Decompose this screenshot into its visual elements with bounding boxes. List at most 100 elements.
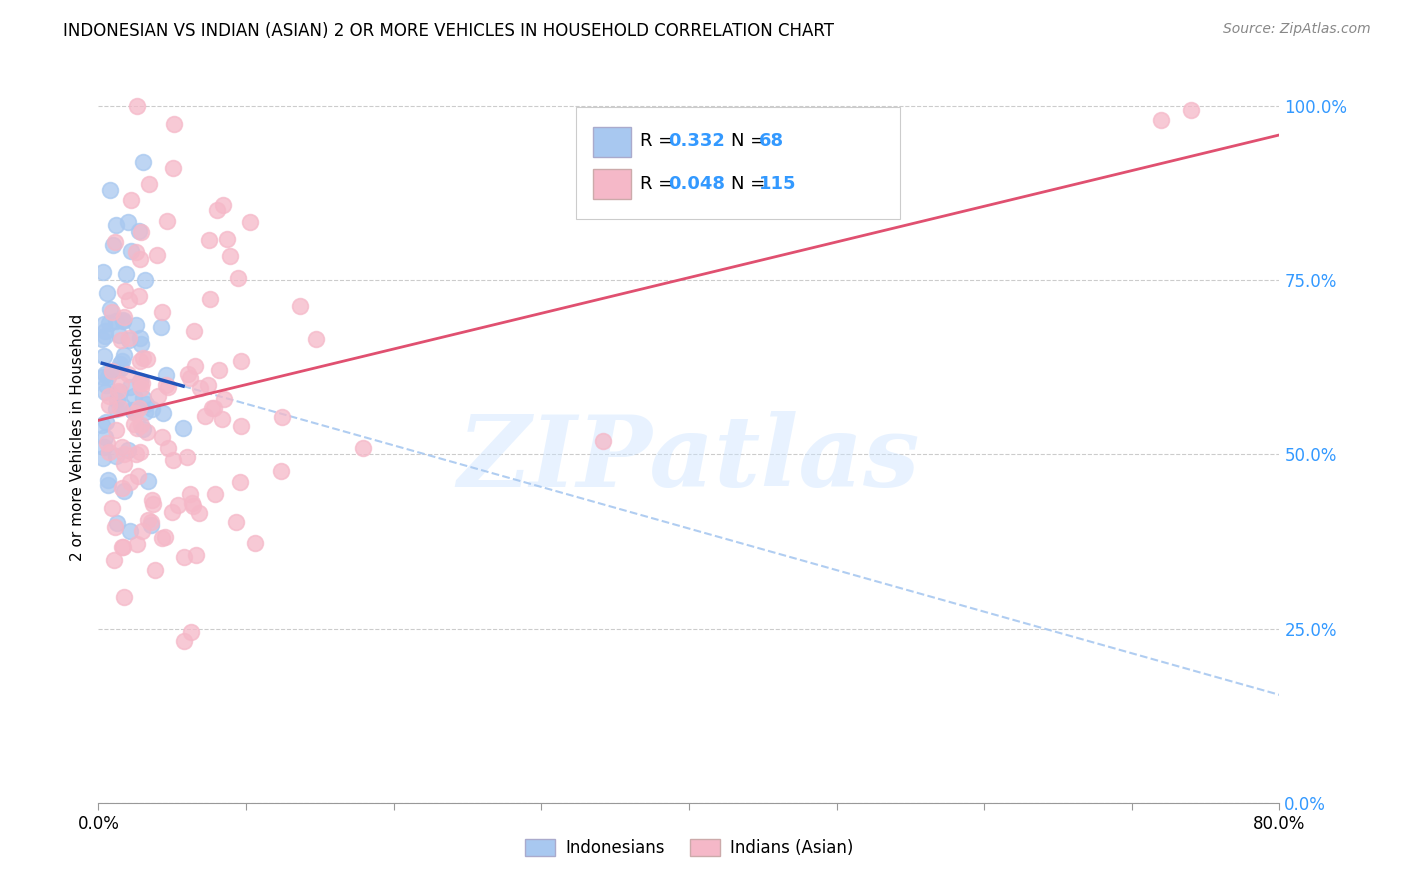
Point (105, 401, 128, 416)
Point (93, 318, 115, 332)
Point (176, 450, 198, 465)
Point (162, 453, 184, 467)
Point (131, 417, 153, 432)
Point (94, 329, 117, 343)
Point (110, 333, 132, 347)
Point (243, 536, 266, 550)
Point (131, 524, 153, 538)
Point (129, 354, 152, 368)
Text: 0.332: 0.332 (668, 132, 724, 150)
Point (129, 252, 152, 266)
Point (231, 418, 253, 433)
Point (93, 370, 115, 384)
Point (94, 385, 117, 400)
Text: N =: N = (731, 132, 770, 150)
Point (125, 447, 148, 461)
Point (111, 481, 134, 495)
Point (141, 515, 163, 529)
Point (211, 412, 233, 426)
Point (98, 301, 121, 316)
Point (181, 496, 204, 510)
Point (198, 233, 221, 247)
Point (104, 235, 127, 249)
Point (270, 464, 292, 478)
Point (125, 99, 148, 113)
Point (118, 333, 141, 347)
Point (141, 402, 163, 417)
Point (592, 434, 614, 448)
Point (103, 519, 125, 533)
Point (120, 524, 142, 538)
Point (150, 531, 173, 545)
Point (179, 487, 201, 501)
Point (129, 376, 152, 391)
Point (91, 264, 114, 278)
Text: ZIPatlas: ZIPatlas (458, 411, 920, 508)
Point (183, 325, 205, 339)
Point (107, 384, 129, 399)
Point (105, 516, 128, 531)
Point (122, 417, 145, 432)
Point (124, 406, 146, 420)
Point (136, 351, 159, 366)
Point (127, 537, 149, 551)
Point (225, 515, 247, 529)
Text: Source: ZipAtlas.com: Source: ZipAtlas.com (1223, 22, 1371, 37)
Point (98, 183, 121, 197)
Point (131, 391, 153, 405)
Point (177, 367, 200, 381)
Point (125, 318, 148, 332)
Point (173, 549, 195, 564)
Point (155, 378, 177, 392)
Point (112, 483, 135, 498)
Point (122, 389, 145, 403)
Point (180, 624, 202, 639)
Point (139, 517, 162, 532)
Point (112, 540, 135, 554)
Point (212, 198, 235, 212)
Point (156, 214, 179, 228)
Point (156, 441, 179, 455)
Point (91, 417, 114, 432)
Text: 68: 68 (759, 132, 785, 150)
Point (162, 117, 184, 131)
Point (145, 247, 167, 261)
Point (105, 449, 128, 463)
Text: INDONESIAN VS INDIAN (ASIAN) 2 OR MORE VEHICLES IN HOUSEHOLD CORRELATION CHART: INDONESIAN VS INDIAN (ASIAN) 2 OR MORE V… (63, 22, 834, 40)
Point (134, 273, 156, 287)
Point (117, 368, 139, 382)
Point (94, 324, 117, 338)
Text: N =: N = (731, 175, 770, 193)
Point (188, 506, 211, 520)
Point (217, 232, 239, 246)
Point (124, 244, 146, 259)
Point (218, 249, 240, 263)
Point (141, 493, 163, 508)
Point (129, 337, 152, 351)
Point (208, 363, 231, 377)
Point (111, 354, 134, 368)
Point (122, 404, 145, 418)
Point (212, 392, 235, 407)
Point (128, 224, 150, 238)
Point (94, 430, 117, 444)
Point (94, 415, 117, 429)
Point (97, 398, 120, 412)
Point (108, 328, 131, 343)
Point (132, 155, 155, 169)
Point (194, 409, 217, 423)
Point (231, 354, 253, 368)
Point (197, 378, 219, 392)
Point (94, 367, 117, 381)
Point (157, 380, 180, 394)
Point (112, 310, 135, 325)
Point (91, 332, 114, 346)
Point (105, 393, 128, 408)
Point (162, 161, 184, 175)
Point (110, 376, 132, 391)
Point (128, 444, 150, 458)
Point (114, 285, 136, 299)
Point (112, 447, 135, 461)
Point (134, 397, 156, 411)
Point (150, 430, 173, 444)
